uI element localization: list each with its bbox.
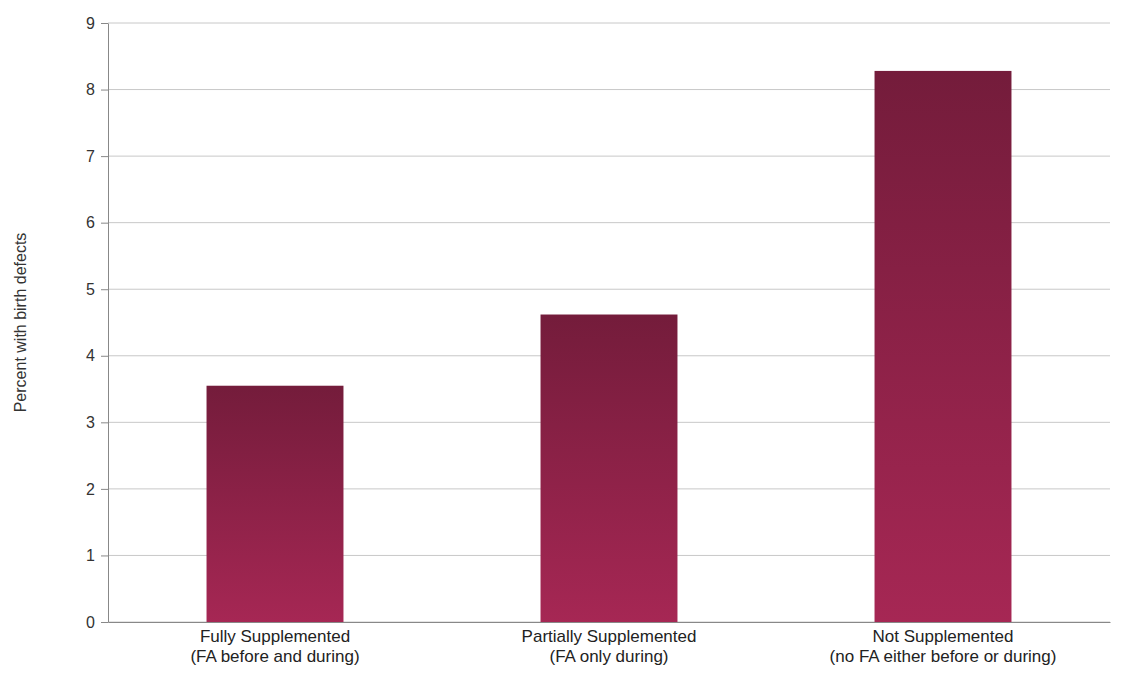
tick-mark [101,289,108,290]
y-axis: 0 1 2 3 4 5 6 7 8 9 [86,15,108,631]
axis-line [108,24,109,623]
tick-mark [101,23,108,24]
tick: 2 [86,481,108,498]
tick-mark [101,555,108,556]
tick: 9 [86,15,108,32]
tick-mark [101,223,108,224]
tick-label: 1 [86,547,95,564]
tick-label: 9 [86,15,95,32]
tick: 5 [86,281,108,298]
tick-label: 3 [86,414,95,431]
tick: 3 [86,414,108,431]
bar [207,386,344,622]
tick-label: 5 [86,281,95,298]
tick-label: Not Supplemented(no FA either before or … [830,627,1057,666]
bars [207,71,1012,622]
tick-label: 4 [86,347,95,364]
tick-mark [101,622,108,623]
tick-label: 0 [86,614,95,631]
tick: 4 [86,347,108,364]
tick-label: 2 [86,481,95,498]
tick-label: Fully Supplemented(FA before and during) [190,627,359,666]
grid-line [108,23,1110,24]
tick-mark [101,422,108,423]
tick-label: Partially Supplemented(FA only during) [522,627,697,666]
y-axis-title: Percent with birth defects [12,233,29,413]
tick-mark [101,90,108,91]
tick-label: 7 [86,148,95,165]
tick: Partially Supplemented(FA only during) [522,627,697,666]
tick: 6 [86,214,108,231]
tick-mark [101,489,108,490]
bar [875,71,1012,622]
tick-mark [101,356,108,357]
tick-label: 8 [86,81,95,98]
tick: 0 [86,614,108,631]
tick: 1 [86,547,108,564]
axis-line [109,622,1111,623]
tick-mark [101,156,108,157]
tick: 8 [86,81,108,98]
tick: 7 [86,148,108,165]
tick: Fully Supplemented(FA before and during) [190,627,359,666]
tick-label: 6 [86,214,95,231]
x-axis: Fully Supplemented(FA before and during)… [109,623,1111,667]
tick: Not Supplemented(no FA either before or … [830,627,1057,666]
bar [541,315,678,622]
chart: 0 1 2 3 4 5 6 7 8 9 Fully Supplemented(FA before a… [0,0,1129,684]
grid [108,23,1110,622]
